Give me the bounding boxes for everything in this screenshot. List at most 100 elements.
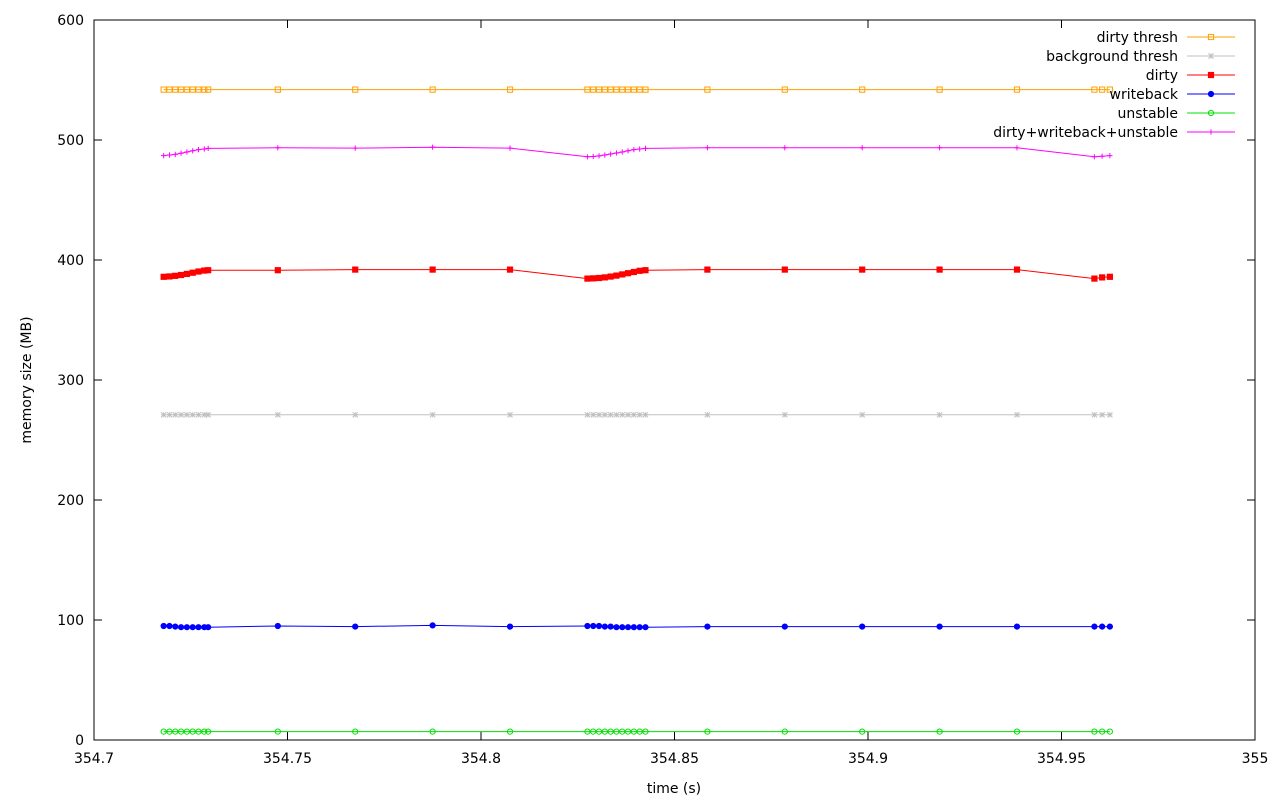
data-point bbox=[1099, 153, 1105, 159]
data-point bbox=[625, 148, 631, 154]
data-point bbox=[195, 147, 202, 153]
data-point bbox=[172, 86, 179, 93]
data-point bbox=[183, 411, 190, 418]
data-point bbox=[1207, 90, 1215, 98]
data-point bbox=[704, 623, 711, 630]
data-point bbox=[274, 411, 281, 418]
data-point bbox=[613, 728, 620, 735]
data-point bbox=[636, 267, 643, 274]
data-point bbox=[166, 411, 173, 418]
data-point bbox=[1207, 109, 1215, 117]
data-point bbox=[352, 145, 358, 151]
data-point bbox=[352, 266, 359, 273]
data-point bbox=[166, 622, 173, 630]
data-point bbox=[936, 86, 943, 93]
legend-entry: background thresh bbox=[1046, 49, 1235, 65]
legend: dirty thresh background thresh dirty writeb… bbox=[993, 30, 1235, 141]
data-point bbox=[1014, 145, 1020, 151]
data-point bbox=[161, 153, 167, 159]
data-point bbox=[1013, 728, 1021, 735]
data-point bbox=[160, 622, 167, 630]
data-point bbox=[624, 270, 632, 277]
data-point bbox=[189, 86, 196, 93]
data-point bbox=[607, 623, 614, 630]
data-point bbox=[704, 266, 711, 273]
data-point bbox=[506, 623, 514, 630]
data-point bbox=[601, 86, 608, 93]
data-point bbox=[595, 86, 603, 93]
y-tick-label: 500 bbox=[57, 133, 84, 149]
y-tick-label: 200 bbox=[57, 493, 84, 509]
data-point bbox=[936, 623, 943, 630]
data-point bbox=[1207, 33, 1215, 41]
data-point bbox=[352, 411, 359, 418]
data-point bbox=[637, 146, 643, 152]
data-point bbox=[602, 152, 608, 158]
series-dirty-writeback-unstable bbox=[161, 144, 1113, 160]
data-point bbox=[624, 86, 632, 93]
legend-label: background thresh bbox=[1046, 49, 1178, 65]
data-point bbox=[183, 624, 190, 631]
x-tick-label: 354.75 bbox=[263, 751, 312, 767]
data-point bbox=[166, 728, 173, 735]
data-point bbox=[601, 274, 608, 281]
data-point bbox=[619, 411, 626, 418]
data-point bbox=[183, 86, 190, 93]
data-point bbox=[704, 145, 710, 151]
data-point bbox=[859, 266, 866, 273]
data-point bbox=[201, 728, 208, 735]
x-tick-label: 354.7 bbox=[74, 751, 114, 767]
data-point bbox=[704, 728, 711, 735]
data-point bbox=[183, 270, 190, 278]
data-point bbox=[595, 622, 603, 630]
data-point bbox=[429, 266, 436, 273]
data-point bbox=[607, 728, 614, 735]
x-axis-label: time (s) bbox=[647, 781, 701, 797]
data-point bbox=[607, 273, 614, 280]
data-point bbox=[642, 624, 649, 631]
data-point bbox=[636, 411, 643, 418]
data-point bbox=[625, 411, 632, 418]
data-point bbox=[1106, 623, 1113, 630]
data-point bbox=[630, 624, 637, 631]
data-point bbox=[160, 86, 167, 93]
data-point bbox=[1091, 86, 1098, 93]
data-point bbox=[590, 728, 597, 735]
data-point bbox=[619, 728, 626, 735]
axis-ticks: 354.7 354.75 354.8 354.85 354.9 354.95 355 0 100… bbox=[57, 13, 1268, 767]
data-point bbox=[642, 145, 649, 151]
data-point bbox=[184, 149, 190, 155]
data-point bbox=[1099, 86, 1106, 93]
data-point bbox=[613, 624, 620, 631]
y-tick-label: 600 bbox=[57, 13, 84, 29]
data-point bbox=[274, 728, 281, 735]
data-point bbox=[1106, 728, 1113, 735]
data-point bbox=[859, 623, 866, 630]
data-point bbox=[195, 411, 202, 418]
data-point bbox=[624, 624, 632, 631]
data-point bbox=[590, 275, 597, 282]
data-point bbox=[205, 728, 212, 735]
data-point bbox=[201, 411, 208, 418]
data-point bbox=[1091, 728, 1098, 735]
data-point bbox=[166, 152, 173, 158]
legend-entry: dirty+writeback+unstable bbox=[993, 125, 1235, 141]
data-point bbox=[178, 150, 184, 156]
data-point bbox=[590, 411, 597, 418]
data-point bbox=[189, 624, 196, 631]
data-point bbox=[195, 268, 202, 275]
data-point bbox=[205, 145, 211, 151]
data-point bbox=[608, 151, 614, 157]
data-point bbox=[1099, 274, 1106, 281]
data-point bbox=[936, 728, 943, 735]
data-point bbox=[1013, 266, 1021, 273]
data-point bbox=[636, 624, 643, 631]
data-point bbox=[166, 86, 173, 93]
data-point bbox=[859, 411, 866, 418]
data-point bbox=[275, 145, 281, 151]
data-point bbox=[781, 266, 788, 273]
data-point bbox=[201, 146, 207, 152]
data-point bbox=[352, 728, 359, 735]
data-point bbox=[584, 411, 591, 418]
